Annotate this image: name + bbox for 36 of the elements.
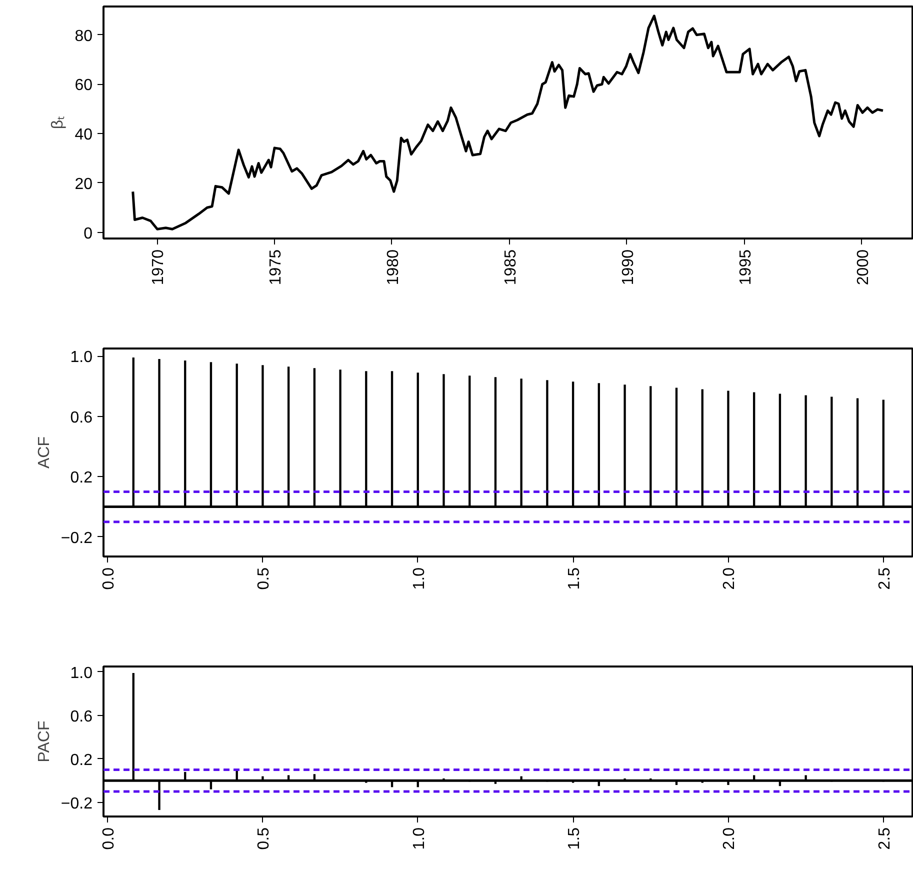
- y-tick-label: 0.2: [70, 470, 93, 487]
- y-tick-label: 0.6: [70, 409, 93, 426]
- y-tick-label: 1.0: [70, 664, 93, 682]
- x-tick-label: 2000: [854, 249, 872, 286]
- y-tick-label: 20: [74, 176, 93, 193]
- y-tick-label: 0: [84, 225, 93, 242]
- x-tick-label: 0.5: [256, 827, 273, 850]
- x-tick-label: 1990: [620, 249, 637, 286]
- x-tick-label: 1.0: [410, 567, 428, 590]
- x-tick-label: 0.0: [100, 567, 118, 590]
- line-series: [132, 14, 884, 230]
- y-tick-label: 40: [74, 126, 93, 144]
- y-tick-label: 0.6: [70, 708, 93, 726]
- x-tick-label: 1.5: [566, 567, 584, 590]
- y-axis-title: PACF: [36, 720, 53, 762]
- x-tick-label: 1.0: [410, 827, 428, 850]
- x-tick-label: 1.5: [566, 827, 584, 850]
- x-tick-label: 0.0: [100, 827, 118, 850]
- x-tick-label: 1970: [150, 249, 168, 286]
- x-tick-label: 2.5: [876, 567, 894, 590]
- x-tick-label: 1980: [384, 249, 402, 286]
- y-axis-title: ACF: [36, 436, 53, 468]
- y-tick-label: 80: [74, 28, 93, 45]
- x-tick-label: 2.0: [721, 567, 738, 590]
- y-tick-label: 1.0: [70, 349, 93, 366]
- y-tick-label: −0.2: [60, 530, 93, 547]
- x-tick-label: 1995: [737, 249, 754, 286]
- x-tick-label: 0.5: [256, 567, 273, 590]
- x-tick-label: 2.5: [876, 827, 894, 850]
- x-tick-label: 1985: [502, 249, 520, 286]
- y-axis-title: βₜ: [50, 116, 67, 130]
- y-tick-label: 0.2: [70, 752, 93, 769]
- y-tick-label: −0.2: [60, 795, 93, 812]
- x-tick-label: 1975: [268, 249, 285, 286]
- x-tick-label: 2.0: [721, 827, 738, 850]
- y-tick-label: 60: [74, 77, 93, 94]
